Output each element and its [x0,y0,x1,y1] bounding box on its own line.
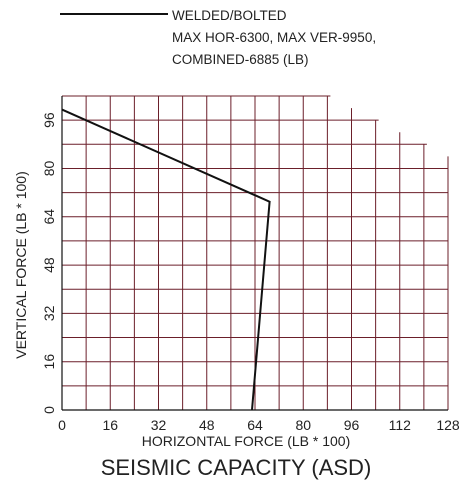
y-tick-label: 80 [41,160,57,176]
chart-title: SEISMIC CAPACITY (ASD) [101,455,372,480]
x-tick-label: 0 [58,417,66,433]
x-tick-label: 80 [295,417,311,433]
legend-line-1: WELDED/BOLTED [172,8,287,23]
y-axis-label: VERTICAL FORCE (LB * 100) [13,171,29,359]
legend-line-2: MAX HOR-6300, MAX VER-9950, [172,30,376,45]
x-tick-label: 112 [389,417,412,433]
x-axis-label: HORIZONTAL FORCE (LB * 100) [142,433,350,449]
series-group [61,108,271,411]
y-tick-label: 16 [41,354,57,370]
y-tick-label: 32 [41,305,57,321]
x-tick-label: 128 [436,417,460,433]
y-tick-label: 64 [41,209,57,225]
series-line-welded-bolted [61,108,271,411]
y-tick-label: 96 [41,112,57,128]
legend-line-3: COMBINED-6885 (LB) [172,52,309,67]
axes [61,96,448,411]
y-tick-label: 0 [41,406,57,414]
x-tick-label: 96 [344,417,360,433]
x-tick-label: 64 [247,417,263,433]
tick-labels: 0 16 32 48 64 80 96 112 128 0 16 32 48 64 80 96 [41,112,460,433]
x-tick-label: 32 [151,417,167,433]
legend: WELDED/BOLTED MAX HOR-6300, MAX VER-9950… [60,8,376,67]
x-tick-label: 48 [199,417,215,433]
x-tick-label: 16 [102,417,118,433]
y-tick-label: 48 [41,257,57,273]
